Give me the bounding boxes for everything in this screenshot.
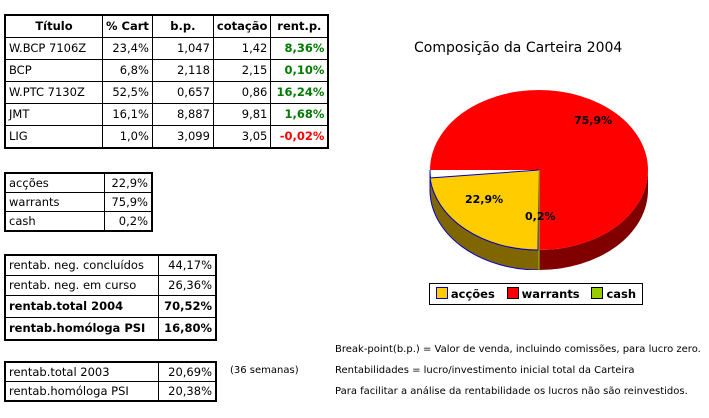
titulo: JMT: [4, 103, 103, 126]
table-row: rentab.total 2003 20,69%: [4, 361, 217, 382]
label: rentab. neg. concluídos: [4, 254, 159, 276]
bp: 8,887: [151, 103, 214, 126]
label: rentab.total 2004: [4, 295, 159, 318]
cotacao: 2,15: [212, 59, 272, 82]
legend-item-accoes: acções: [435, 287, 495, 301]
table-row: W.BCP 7106Z 23,4% 1,047 1,42 8,36%: [4, 37, 329, 60]
table-row: rentab.homóloga PSI 16,80%: [4, 317, 217, 341]
table-row: W.PTC 7130Z 52,5% 0,657 0,86 16,24%: [4, 81, 329, 104]
titulo: LIG: [4, 125, 103, 149]
cart: 16,1%: [102, 103, 153, 126]
footnote-breakpoint: Break-point(b.p.) = Valor de venda, incl…: [335, 344, 701, 355]
titulo: W.PTC 7130Z: [4, 81, 103, 104]
returns-table: rentab. neg. concluídos 44,17% rentab. n…: [4, 254, 217, 341]
table-row: acções 22,9%: [4, 172, 153, 193]
returns-2003-table: rentab.total 2003 20,69% rentab.homóloga…: [4, 361, 217, 402]
value: 20,69%: [158, 361, 217, 382]
header-cotacao: cotação: [212, 14, 272, 38]
weeks-note: (36 semanas): [230, 365, 299, 376]
legend-item-cash: cash: [591, 287, 636, 301]
titulo: BCP: [4, 59, 103, 82]
value: 20,38%: [158, 381, 217, 402]
pie-chart: [429, 90, 648, 270]
pie-slice-accoes: [429, 169, 540, 251]
pie-side-warrants: [539, 170, 648, 270]
footnote-reinvest: Para facilitar a análise da rentabilidad…: [335, 386, 688, 397]
cotacao: 0,86: [212, 81, 272, 104]
composition-table: acções 22,9% warrants 75,9% cash 0,2%: [4, 172, 153, 232]
bp: 1,047: [151, 37, 214, 60]
value: 75,9%: [104, 192, 153, 212]
pie-label-warrants: 75,9%: [574, 114, 613, 127]
rent: 16,24%: [270, 81, 329, 104]
value: 44,17%: [158, 254, 217, 276]
cart: 1,0%: [102, 125, 153, 149]
table-row: BCP 6,8% 2,118 2,15 0,10%: [4, 59, 329, 82]
table-row: cash 0,2%: [4, 211, 153, 232]
table-row: LIG 1,0% 3,099 3,05 -0,02%: [4, 125, 329, 149]
titulo: W.BCP 7106Z: [4, 37, 103, 60]
value: 70,52%: [158, 295, 217, 318]
label: rentab. neg. em curso: [4, 275, 159, 296]
cotacao: 9,81: [212, 103, 272, 126]
bp: 2,118: [151, 59, 214, 82]
label: rentab.homóloga PSI: [4, 317, 159, 341]
rent: 0,10%: [270, 59, 329, 82]
pie-label-cash: 0,2%: [525, 210, 556, 223]
holdings-table: Título % Cart b.p. cotação rent.p. W.BCP…: [4, 14, 330, 149]
header-cart: % Cart: [102, 14, 153, 38]
label: warrants: [4, 192, 105, 212]
pie-label-accoes: 22,9%: [465, 193, 504, 206]
table-row: warrants 75,9%: [4, 192, 153, 212]
table-header-row: Título % Cart b.p. cotação rent.p.: [4, 14, 329, 38]
square-swatch-icon: [506, 287, 519, 299]
label: acções: [4, 172, 105, 193]
chart-legend: acções warrants cash: [429, 283, 643, 305]
square-swatch-icon: [591, 287, 604, 299]
cart: 23,4%: [102, 37, 153, 60]
label: rentab.homóloga PSI: [4, 381, 159, 402]
header-titulo: Título: [4, 14, 103, 38]
value: 22,9%: [104, 172, 153, 193]
bp: 0,657: [151, 81, 214, 104]
cotacao: 3,05: [212, 125, 272, 149]
header-rent: rent.p.: [270, 14, 329, 38]
table-row: rentab. neg. concluídos 44,17%: [4, 254, 217, 276]
table-row: rentab.homóloga PSI 20,38%: [4, 381, 217, 402]
table-row: JMT 16,1% 8,887 9,81 1,68%: [4, 103, 329, 126]
rent: 1,68%: [270, 103, 329, 126]
cart: 6,8%: [102, 59, 153, 82]
legend-item-warrants: warrants: [506, 287, 580, 301]
rent: 8,36%: [270, 37, 329, 60]
header-bp: b.p.: [151, 14, 214, 38]
value: 0,2%: [104, 211, 153, 232]
value: 16,80%: [158, 317, 217, 341]
cotacao: 1,42: [212, 37, 272, 60]
bp: 3,099: [151, 125, 214, 149]
rent: -0,02%: [270, 125, 329, 149]
label: rentab.total 2003: [4, 361, 159, 382]
chart-title: Composição da Carteira 2004: [414, 40, 623, 56]
table-row: rentab.total 2004 70,52%: [4, 295, 217, 318]
square-swatch-icon: [435, 287, 448, 299]
value: 26,36%: [158, 275, 217, 296]
label: cash: [4, 211, 105, 232]
table-row: rentab. neg. em curso 26,36%: [4, 275, 217, 296]
cart: 52,5%: [102, 81, 153, 104]
footnote-rentabilidades: Rentabilidades = lucro/investimento inic…: [335, 365, 635, 376]
